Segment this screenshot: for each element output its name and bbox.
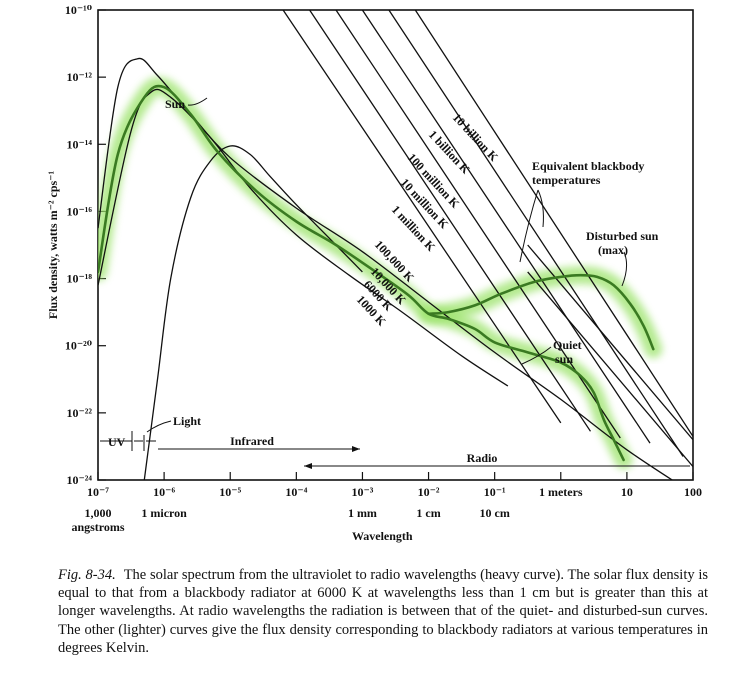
x-tick-label: 10⁻⁵ (219, 485, 241, 499)
y-tick-label: 10⁻²⁰ (65, 339, 92, 353)
x-tick-label: 10⁻² (418, 485, 440, 499)
equivalent-label: Equivalent blackbody (532, 159, 644, 173)
disturbed-sun-label: (max) (598, 243, 628, 257)
sun-pointer (187, 97, 208, 106)
blackbody-line (143, 145, 363, 480)
x-tick-label: 1 meters (539, 485, 583, 499)
equivalent-pointer (519, 189, 539, 263)
figure-number: Fig. 8-34. (58, 567, 116, 583)
blackbody-line (414, 10, 693, 437)
blackbody-line (527, 271, 693, 468)
sun-highlight (419, 266, 663, 359)
blackbody-line (361, 10, 651, 444)
blackbody-line (98, 88, 509, 387)
x-tick-sublabel: 1 mm (348, 506, 377, 520)
solar-spectrum-chart: 10⁻¹⁰ 10⁻¹² 10⁻¹⁴ 10⁻¹⁶ 10⁻¹⁸ 10⁻²⁰ 10⁻²² 10⁻²⁴… (46, 3, 702, 543)
light-label: Light (173, 414, 201, 428)
x-tick-label: 10⁻⁴ (285, 485, 307, 499)
y-tick-label: 10⁻¹² (66, 70, 92, 84)
quiet-sun-label: Quiet (553, 338, 582, 352)
y-tick-label: 10⁻²² (66, 406, 92, 420)
infrared-arrow (352, 446, 360, 452)
caption-text: The solar spectrum from the ultraviolet … (58, 567, 708, 656)
blackbody-line (309, 10, 592, 432)
x-tick-label: 10 (621, 485, 633, 499)
x-tick-sublabel: 10 cm (480, 506, 510, 520)
radio-arrow (304, 463, 312, 469)
equivalent-label: temperatures (532, 173, 601, 187)
figure-caption: Fig. 8-34. The solar spectrum from the ul… (58, 566, 708, 657)
chart-svg: 10⁻¹⁰ 10⁻¹² 10⁻¹⁴ 10⁻¹⁶ 10⁻¹⁸ 10⁻²⁰ 10⁻²² 10⁻²⁴… (46, 3, 702, 543)
x-axis-title: Wavelength (352, 529, 413, 543)
equivalent-pointer (537, 189, 544, 228)
blackbody-line (335, 10, 621, 439)
infrared-label: Infrared (230, 434, 274, 448)
y-tick-label: 10⁻²⁴ (66, 473, 92, 487)
sun-curve (427, 273, 655, 351)
sun-curve (98, 84, 625, 462)
x-tick-label: 10⁻⁶ (153, 485, 175, 499)
y-tick-label: 10⁻¹⁶ (66, 204, 92, 218)
x-tick-label: 100 (684, 485, 702, 499)
y-axis-title: Flux density, watts m⁻² cps⁻¹ (46, 171, 60, 320)
x-tick-sublabel: 1 cm (416, 506, 440, 520)
sun-label: Sun (165, 97, 185, 111)
uv-label: UV (108, 435, 126, 449)
quiet-pointer (521, 346, 552, 365)
disturbed-sun-label: Disturbed sun (586, 229, 659, 243)
y-tick-label: 10⁻¹⁴ (66, 137, 92, 151)
x-tick-label: 10⁻¹ (484, 485, 506, 499)
light-pointer (146, 420, 172, 433)
x-tick-sublabel: 1 micron (141, 506, 187, 520)
y-tick-label: 10⁻¹⁰ (65, 3, 92, 17)
x-tick-label: 10⁻⁷ (87, 485, 109, 499)
x-tick-sublabel: angstroms (71, 520, 124, 534)
disturbed-pointer (621, 251, 628, 287)
quiet-sun-label: sun (555, 352, 573, 366)
x-tick-label: 10⁻³ (351, 485, 373, 499)
blackbody-line (388, 10, 684, 457)
blackbody-line (282, 10, 562, 424)
y-tick-label: 10⁻¹⁸ (66, 272, 92, 286)
x-tick-sublabel: 1,000 (85, 506, 112, 520)
radio-label: Radio (467, 451, 498, 465)
